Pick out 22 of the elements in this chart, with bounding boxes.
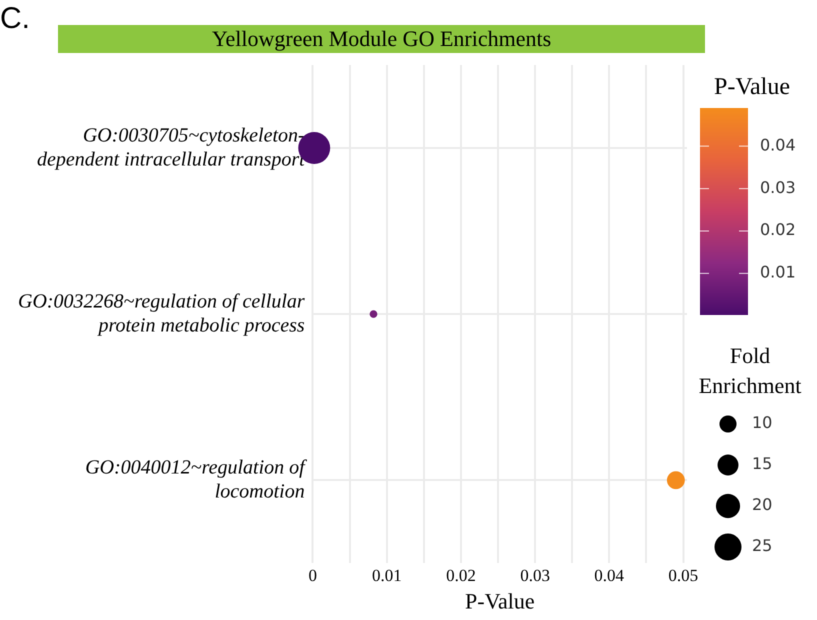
- legend-label: 20: [752, 495, 772, 514]
- x-tick-label: 0: [308, 566, 317, 585]
- x-axis-title: P-Value: [465, 588, 535, 614]
- y-tick-label: GO:0040012~regulation of locomotion: [85, 456, 308, 502]
- color-bar-label: 0.04: [760, 135, 796, 154]
- y-tick-label: GO:0032268~regulation of cellular protein metabolic process: [18, 290, 305, 336]
- y-tick-label: GO:0030705~cytoskeleton-dependent intracellular transport: [36, 124, 306, 170]
- color-bar-title: P-Value: [714, 74, 790, 100]
- chart-title: Yellowgreen Module GO Enrichments: [58, 25, 705, 53]
- legend-label: 10: [752, 413, 772, 432]
- text: C.: [0, 2, 30, 36]
- legend-label: 25: [752, 536, 772, 556]
- color-bar-label: 0.02: [760, 220, 796, 240]
- color-bar-label: 0.01: [760, 262, 796, 282]
- x-tick-label: 0.05: [668, 566, 698, 585]
- legend-label: 15: [752, 454, 772, 474]
- color-bar-label: 0.03: [760, 178, 796, 197]
- x-tick-label: 0.01: [372, 566, 402, 585]
- legend-title: Fold Enrichment: [698, 343, 802, 398]
- x-tick-label: 0.04: [594, 566, 625, 585]
- x-tick-label: 0.03: [520, 566, 550, 585]
- x-tick-label: 0.02: [446, 566, 476, 585]
